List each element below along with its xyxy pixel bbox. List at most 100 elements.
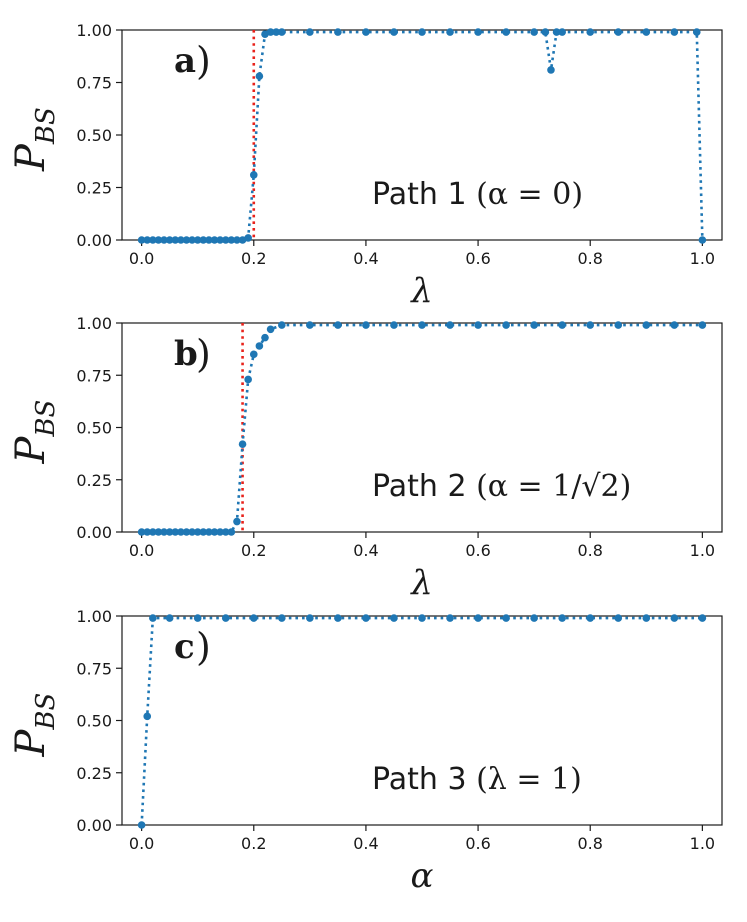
data-point: [586, 28, 595, 36]
data-point: [255, 342, 264, 350]
data-point: [642, 28, 651, 36]
data-point: [182, 528, 191, 536]
data-point: [160, 236, 168, 244]
x-tick-label: 0.0: [129, 249, 154, 268]
data-point: [177, 528, 185, 536]
data-point: [362, 28, 370, 36]
data-point: [530, 321, 538, 329]
y-tick-label: 1.00: [76, 21, 112, 40]
data-point: [216, 236, 224, 244]
data-point: [306, 321, 314, 329]
y-axis-label: PBS: [8, 107, 61, 172]
data-point: [154, 528, 163, 536]
x-tick-label: 1.0: [690, 834, 715, 853]
data-point: [502, 321, 510, 329]
data-point: [502, 28, 510, 36]
data-point: [221, 236, 230, 244]
data-point: [143, 528, 152, 536]
y-tick-label: 0.50: [76, 419, 112, 438]
data-point: [390, 321, 398, 329]
data-point: [418, 614, 426, 622]
x-tick-label: 1.0: [690, 541, 715, 560]
y-tick-label: 0.00: [76, 523, 112, 542]
y-tick-label: 0.25: [76, 471, 112, 490]
data-point: [249, 614, 258, 622]
data-point: [446, 614, 454, 622]
data-point: [698, 321, 707, 329]
data-point: [390, 28, 398, 36]
x-tick-label: 0.4: [353, 249, 378, 268]
data-point: [586, 614, 595, 622]
panel-c: 0.00 0.25 0.50 0.75 1.00 0.0 0.2 0.4 0.6 0.8 1.0 PB…: [8, 607, 723, 896]
x-tick-label: 0.2: [241, 541, 266, 560]
data-point: [154, 236, 163, 244]
data-point: [558, 614, 566, 622]
data-point: [193, 614, 202, 622]
data-point: [182, 236, 191, 244]
panel-label-paren: ): [196, 625, 211, 669]
y-tick-label: 0.75: [76, 659, 112, 678]
data-point: [278, 28, 286, 36]
x-tick-label: 1.0: [690, 249, 715, 268]
data-point: [474, 614, 482, 622]
panel-label-paren: ): [196, 332, 211, 376]
x-tick-label: 0.4: [353, 834, 378, 853]
y-tick-label: 0.50: [76, 712, 112, 731]
data-point: [143, 712, 152, 721]
data-point: [149, 528, 157, 536]
panel-label: b: [174, 334, 198, 374]
data-point: [642, 614, 651, 622]
data-point: [306, 28, 314, 36]
data-point: [698, 614, 707, 622]
data-point: [199, 236, 208, 244]
data-point: [205, 528, 213, 536]
data-point: [171, 528, 180, 536]
data-point: [334, 614, 342, 622]
x-tick-label: 0.6: [465, 249, 490, 268]
x-axis-label: λ: [409, 563, 433, 603]
data-point: [334, 28, 342, 36]
y-tick-label: 0.25: [76, 764, 112, 783]
y-axis-label: PBS: [8, 400, 61, 465]
x-tick-label: 0.4: [353, 541, 378, 560]
x-tick-label: 0.6: [465, 834, 490, 853]
data-point: [266, 28, 275, 36]
data-point: [418, 321, 426, 329]
data-point: [334, 321, 342, 329]
y-axis-label: PBS: [8, 693, 61, 758]
data-point: [210, 236, 219, 244]
data-point: [149, 614, 157, 622]
bind-path-3: Path 3 (λ = 1): [372, 762, 582, 797]
bind-path-2: Path 2 (α = 1/√2): [372, 469, 631, 504]
data-point: [530, 28, 538, 36]
data-point: [233, 517, 241, 526]
data-point: [586, 321, 595, 329]
data-point: [446, 321, 454, 329]
y-tick-label: 1.00: [76, 607, 112, 626]
data-point: [446, 28, 454, 36]
panel-b: 0.00 0.25 0.50 0.75 1.00 0.0 0.2 0.4 0.6 0.8 1.0 PB…: [8, 314, 723, 603]
data-point: [221, 614, 230, 622]
data-point: [670, 614, 679, 622]
data-point: [670, 321, 679, 329]
panel-label: a: [174, 41, 196, 81]
series-line: [141, 323, 703, 534]
data-point: [137, 821, 146, 829]
data-point: [642, 321, 651, 329]
panel-a: 0.00 0.25 0.50 0.75 1.00 0.0 0.2 0.4 0.6 0.8 1.0 PB…: [8, 21, 723, 311]
data-point: [210, 528, 219, 536]
panel-label-paren: ): [196, 39, 211, 83]
data-point: [205, 236, 213, 244]
data-point: [199, 528, 208, 536]
data-point: [474, 321, 482, 329]
data-point: [227, 528, 236, 536]
data-point: [272, 28, 281, 36]
data-point: [474, 28, 482, 36]
data-point: [165, 614, 174, 622]
data-point: [362, 614, 370, 622]
data-point: [227, 236, 236, 244]
x-tick-label: 0.0: [129, 834, 154, 853]
data-point: [188, 528, 196, 536]
data-point: [278, 614, 286, 622]
